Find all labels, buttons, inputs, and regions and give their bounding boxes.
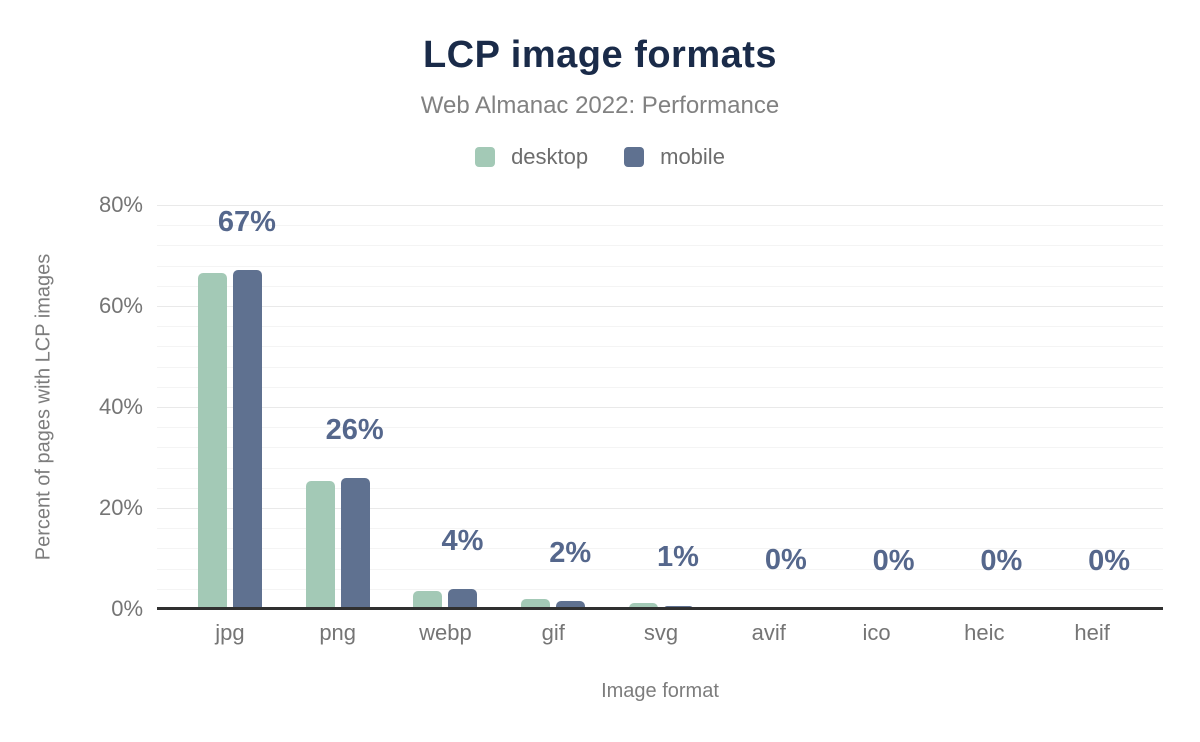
- data-label-jpg: 67%: [217, 205, 276, 238]
- legend: desktop mobile: [0, 144, 1200, 170]
- y-tick-label: 40%: [98, 394, 143, 419]
- category-slot-gif: 2% gif: [499, 205, 607, 645]
- major-gridline: [157, 205, 1163, 206]
- minor-gridline: [157, 225, 1163, 227]
- y-tick-label: 60%: [98, 293, 143, 318]
- y-tick-label: 80%: [98, 192, 143, 217]
- mobile-bar-gif: [556, 600, 586, 609]
- category-slot-heic: 0% heic: [930, 205, 1038, 646]
- category-slot-avif: 0% avif: [715, 205, 823, 645]
- category-slot-heif: 0% heif: [1038, 205, 1146, 646]
- x-tick-label-heic: heic: [964, 620, 1005, 645]
- legend-swatch-icon: [624, 147, 645, 167]
- data-label-png: 26%: [325, 414, 384, 447]
- minor-gridline: [157, 447, 1163, 449]
- x-axis-title: Image format: [601, 680, 719, 702]
- minor-gridline: [157, 245, 1163, 247]
- minor-gridline: [157, 588, 1163, 590]
- data-label-webp: 4%: [441, 525, 484, 558]
- desktop-bar-jpg: [197, 272, 227, 609]
- legend-label: desktop: [511, 144, 589, 169]
- x-tick-label-webp: webp: [419, 620, 472, 645]
- mobile-bar-jpg: [232, 269, 262, 609]
- desktop-bar-gif: [521, 599, 551, 609]
- x-axis-line: [157, 607, 1163, 610]
- bar-pair: [392, 205, 500, 609]
- minor-gridline: [157, 386, 1163, 388]
- category-slot-jpg: 67% jpg: [176, 205, 284, 645]
- x-tick-label-png: png: [319, 620, 357, 645]
- x-tick-label-ico: ico: [862, 620, 891, 645]
- chart-title: LCP image formats: [422, 34, 778, 76]
- major-gridline: [157, 407, 1163, 408]
- minor-gridline: [157, 326, 1163, 328]
- x-tick-label-heif: heif: [1074, 620, 1110, 645]
- category-slot-png: 26% png: [284, 205, 392, 645]
- category-slots: 67% jpg 26% png 4% webp 2% gif 1% svg 0% avif 0% ico 0…: [176, 205, 1146, 646]
- bar-pair: [284, 205, 392, 609]
- minor-gridline: [157, 366, 1163, 368]
- data-label-avif: 0%: [764, 544, 807, 576]
- category-slot-svg: 1% svg: [607, 205, 715, 645]
- y-tick-label: 0%: [111, 596, 143, 621]
- legend-swatch-icon: [475, 147, 496, 167]
- mobile-bar-png: [340, 478, 370, 609]
- y-tick-label: 20%: [98, 495, 143, 520]
- x-tick-label-gif: gif: [541, 620, 565, 645]
- legend-item-desktop: desktop: [475, 144, 588, 170]
- desktop-bar-svg: [629, 602, 659, 609]
- legend-label: mobile: [660, 144, 725, 169]
- data-label-ico: 0%: [872, 544, 915, 577]
- x-tick-label-svg: svg: [643, 620, 679, 645]
- chart-subtitle: Web Almanac 2022: Performance: [420, 92, 780, 119]
- desktop-bar-png: [305, 481, 335, 609]
- mobile-bar-webp: [448, 589, 478, 609]
- minor-gridline: [157, 467, 1163, 469]
- minor-gridline: [157, 528, 1163, 530]
- data-label-heif: 0%: [1088, 545, 1131, 577]
- desktop-bar-webp: [413, 590, 443, 609]
- minor-gridline: [157, 265, 1163, 267]
- bar-pair: [176, 205, 284, 609]
- minor-gridline: [157, 548, 1163, 550]
- plot-area: 67% jpg 26% png 4% webp 2% gif 1% svg 0% avif 0% ico 0…: [157, 205, 1163, 646]
- x-tick-label-avif: avif: [751, 620, 786, 645]
- minor-gridline: [157, 285, 1163, 287]
- minor-gridline: [157, 346, 1163, 348]
- data-label-heic: 0%: [980, 545, 1023, 577]
- bar-pair: [499, 205, 607, 609]
- data-label-gif: 2%: [549, 536, 592, 569]
- x-tick-label-jpg: jpg: [215, 620, 245, 645]
- major-gridline: [157, 508, 1163, 509]
- category-slot-webp: 4% webp: [392, 205, 500, 645]
- minor-gridline: [157, 487, 1163, 489]
- minor-gridline: [157, 568, 1163, 570]
- data-label-svg: 1%: [657, 541, 699, 574]
- category-slot-ico: 0% ico: [823, 205, 931, 645]
- legend-item-mobile: mobile: [624, 144, 725, 170]
- minor-gridline: [157, 427, 1163, 429]
- major-gridline: [157, 306, 1163, 307]
